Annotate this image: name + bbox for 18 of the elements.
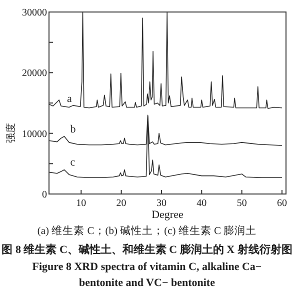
text: (a) 维生素 C；(b) 碱性土；(c) 维生素 C 膨润土 bbox=[36, 224, 258, 238]
x-tick-label: 30 bbox=[156, 198, 166, 209]
x-axis-title: Degree bbox=[152, 209, 184, 221]
y-tick-label: 30000 bbox=[22, 8, 47, 18]
series-label: c bbox=[70, 156, 76, 169]
x-tick-label: 10 bbox=[76, 198, 86, 209]
x-tick-label: 40 bbox=[196, 198, 207, 209]
y-tick-label: 10000 bbox=[22, 128, 47, 140]
caption: Figure 8 XRD spectra of vitamin C, alkaline Ca− bentonite and VC− bentonite bbox=[31, 260, 263, 291]
x-tick-label: 50 bbox=[236, 198, 247, 209]
x-tick-label: 60 bbox=[276, 198, 287, 209]
x-tick-label: 20 bbox=[116, 198, 126, 209]
y-axis-title: 强度 bbox=[5, 123, 17, 143]
y-tick-label: 20000 bbox=[22, 68, 47, 80]
caption: 图 8 维生素 C、碱性土、和维生素 C 膨润土的 X 射线衍射图 bbox=[0, 242, 294, 257]
series-label: b bbox=[70, 123, 76, 136]
y-tick-label: 0 bbox=[42, 190, 47, 200]
series-label: a bbox=[67, 93, 72, 106]
